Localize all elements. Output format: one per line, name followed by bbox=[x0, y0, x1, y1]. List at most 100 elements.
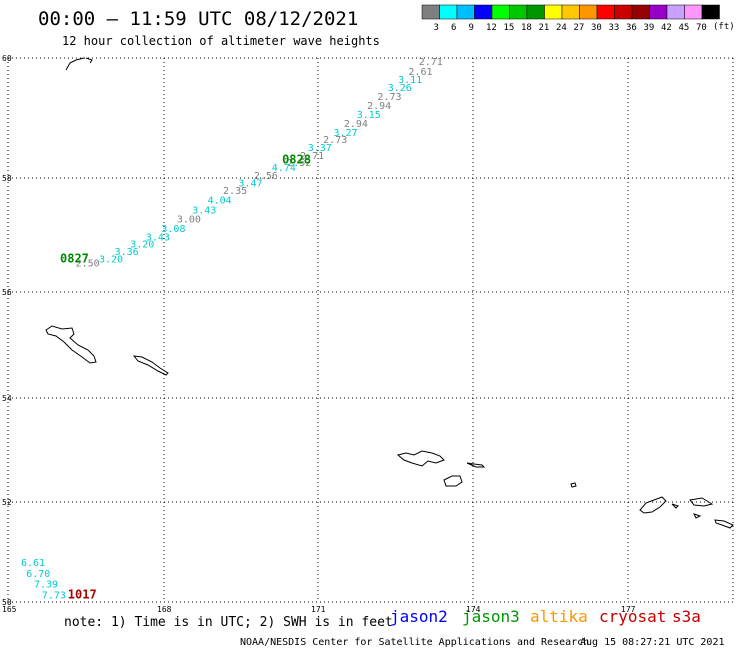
lat-label: 56 bbox=[2, 288, 12, 297]
colorbar-swatch bbox=[526, 4, 545, 20]
swh-value: 2.94 bbox=[344, 119, 368, 130]
swh-value: 2.35 bbox=[223, 186, 247, 197]
swh-colorbar bbox=[421, 4, 720, 20]
lat-label: 58 bbox=[2, 174, 12, 183]
lat-label: 60 bbox=[2, 54, 12, 63]
colorbar-label: 12 bbox=[486, 23, 497, 33]
colorbar-swatch bbox=[701, 4, 720, 20]
credit-line: NOAA/NESDIS Center for Satellite Applica… bbox=[240, 637, 589, 648]
colorbar-label: 30 bbox=[591, 23, 602, 33]
colorbar-label: 36 bbox=[626, 23, 637, 33]
swh-values: 2.712.613.113.262.732.943.152.943.272.73… bbox=[21, 57, 443, 601]
timestamp: Aug 15 08:27:21 UTC 2021 bbox=[580, 637, 725, 648]
swh-value: 2.73 bbox=[377, 92, 401, 103]
colorbar-label: 24 bbox=[556, 23, 567, 33]
colorbar-swatch bbox=[491, 4, 510, 20]
swh-value: 3.43 bbox=[146, 233, 170, 244]
colorbar-label: 9 bbox=[469, 23, 474, 33]
colorbar-label: 18 bbox=[521, 23, 532, 33]
colorbar-swatch bbox=[596, 4, 615, 20]
swh-value: 3.36 bbox=[115, 247, 139, 258]
lon-label: 165 bbox=[2, 605, 17, 614]
colorbar-swatch bbox=[544, 4, 563, 20]
swh-value: 3.20 bbox=[130, 240, 154, 251]
colorbar-label: 45 bbox=[679, 23, 690, 33]
colorbar-swatch bbox=[684, 4, 703, 20]
swh-value: 2.73 bbox=[323, 135, 347, 146]
colorbar-swatch bbox=[509, 4, 528, 20]
kamchatka-coast bbox=[65, 57, 93, 71]
swh-value: 3.20 bbox=[99, 254, 123, 265]
swh-value: 7.39 bbox=[34, 580, 58, 591]
legend-jason2: jason2 bbox=[390, 607, 448, 626]
rat-islands-b bbox=[693, 513, 702, 519]
medny-island bbox=[132, 355, 169, 376]
colorbar-label: 27 bbox=[574, 23, 585, 33]
lon-label: 171 bbox=[311, 605, 326, 614]
agattu-island bbox=[443, 475, 463, 487]
swh-value: 4.04 bbox=[208, 196, 232, 207]
lon-label: 174 bbox=[466, 605, 481, 614]
swh-value: 3.47 bbox=[238, 179, 262, 190]
swh-value: 2.71 bbox=[419, 57, 443, 68]
colorbar-swatch bbox=[649, 4, 668, 20]
colorbar-label: 39 bbox=[644, 23, 655, 33]
map-subtitle: 12 hour collection of altimeter wave hei… bbox=[62, 34, 380, 48]
colorbar-swatch bbox=[439, 4, 458, 20]
swh-value: 4.74 bbox=[272, 163, 296, 174]
map-title: 00:00 – 11:59 UTC 08/12/2021 bbox=[38, 8, 358, 30]
little-kiska bbox=[671, 503, 679, 509]
colorbar-swatch bbox=[421, 4, 440, 20]
legend-note: note: 1) Time is in UTC; 2) SWH is in fe… bbox=[64, 615, 393, 630]
swh-value: 2.52 bbox=[287, 158, 311, 169]
swh-value: 2.61 bbox=[408, 67, 432, 78]
map-gridlines bbox=[7, 57, 734, 603]
swh-value: 3.08 bbox=[161, 224, 185, 235]
colorbar-swatch bbox=[666, 4, 685, 20]
colorbar-swatch bbox=[579, 4, 598, 20]
colorbar-label: 42 bbox=[661, 23, 672, 33]
legend-altika: altika bbox=[530, 607, 588, 626]
lon-label: 168 bbox=[157, 605, 172, 614]
colorbar-swatch bbox=[456, 4, 475, 20]
coastlines bbox=[45, 57, 734, 529]
colorbar-label: 6 bbox=[451, 23, 456, 33]
lat-label: 52 bbox=[2, 498, 12, 507]
semichi-islands bbox=[466, 462, 486, 468]
swh-value: 6.61 bbox=[21, 558, 45, 569]
legend-s3a: s3a bbox=[672, 607, 701, 626]
swh-value: 3.27 bbox=[334, 128, 358, 139]
colorbar-label: 21 bbox=[539, 23, 550, 33]
lon-labels: 165 168 171 174 177 bbox=[2, 605, 636, 614]
swh-value: 3.00 bbox=[177, 214, 201, 225]
swh-value: 2.94 bbox=[367, 101, 391, 112]
attu-island bbox=[396, 450, 445, 467]
colorbar-swatch bbox=[631, 4, 650, 20]
lat-label: 50 bbox=[2, 598, 12, 607]
swh-value: 6.70 bbox=[26, 569, 50, 580]
track-id-label: 0828 bbox=[282, 153, 311, 167]
swh-colorbar-labels: 3 6 9 12 15 18 21 24 27 30 33 36 39 42 45 70 bbox=[434, 23, 707, 33]
track-labels: 0828 0827 1017 bbox=[60, 153, 311, 602]
legend-jason3: jason3 bbox=[462, 607, 520, 626]
swh-value: 7.73 bbox=[42, 591, 66, 602]
colorbar-unit: (ft) bbox=[713, 22, 735, 32]
legend-cryosat: cryosat bbox=[599, 607, 666, 626]
lat-label: 54 bbox=[2, 394, 12, 403]
colorbar-swatch bbox=[614, 4, 633, 20]
colorbar-swatch bbox=[474, 4, 493, 20]
swh-value: 2.50 bbox=[76, 258, 100, 269]
swh-value: 3.26 bbox=[388, 83, 412, 94]
track-id-label: 0827 bbox=[60, 251, 89, 265]
track-id-label: 1017 bbox=[68, 588, 97, 602]
colorbar-label: 33 bbox=[609, 23, 620, 33]
swh-value: 3.37 bbox=[308, 143, 332, 154]
bering-island bbox=[45, 325, 97, 364]
rat-islands-a bbox=[689, 497, 714, 507]
swh-value: 2.56 bbox=[254, 171, 278, 182]
swh-value: 3.15 bbox=[357, 110, 381, 121]
colorbar-swatch bbox=[561, 4, 580, 20]
swh-value: 2.71 bbox=[300, 151, 324, 162]
map-area: 60 58 56 54 52 50 165 168 171 174 177 2.… bbox=[2, 54, 734, 614]
